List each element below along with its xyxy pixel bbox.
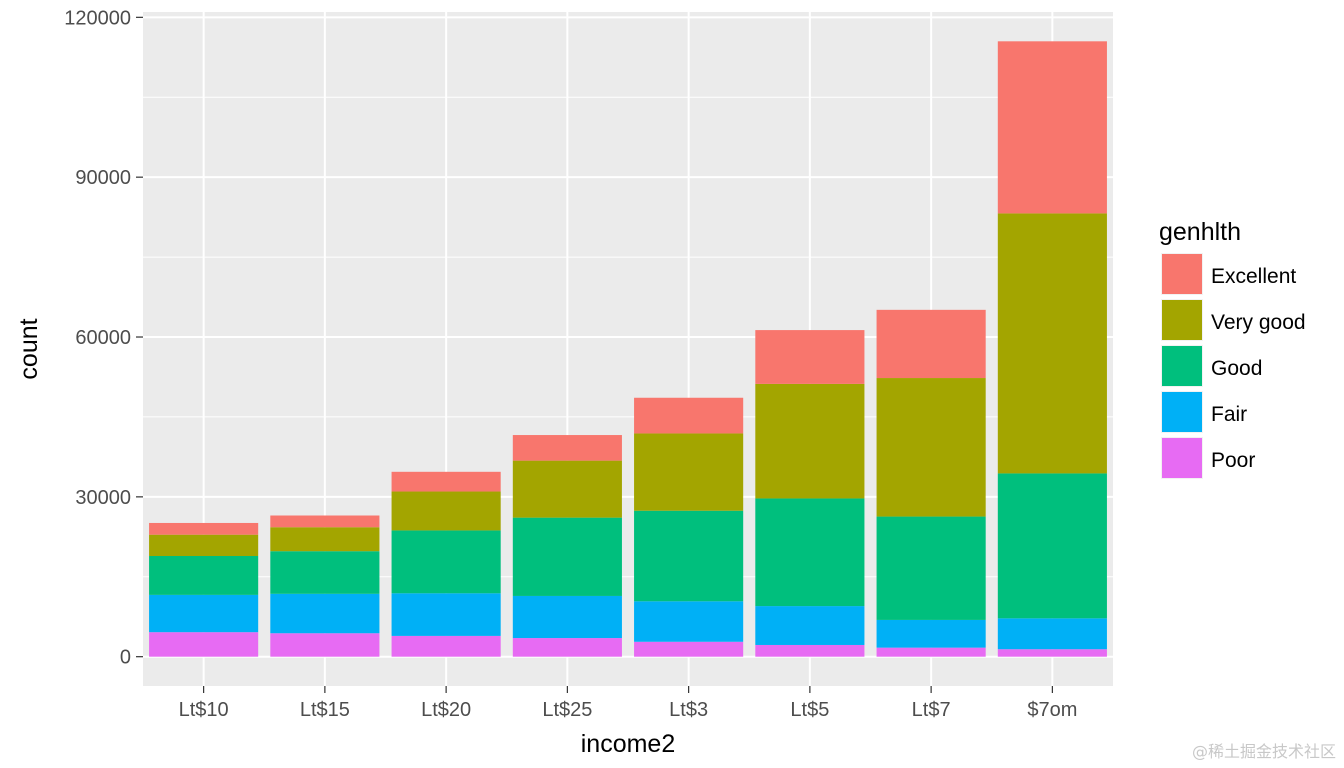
x-axis: Lt$10 Lt$15 Lt$20 Lt$25 Lt$3 Lt$5 Lt$7 $7om [179, 686, 1077, 721]
legend-key [1162, 392, 1202, 432]
bar-segment [876, 309, 986, 379]
legend-key [1162, 300, 1202, 340]
x-tick-label: Lt$3 [669, 699, 708, 721]
bar-segment [634, 397, 744, 434]
bar-segment [634, 641, 744, 657]
bar-segment [876, 619, 986, 648]
x-axis-title: income2 [581, 730, 676, 758]
legend-label: Poor [1211, 449, 1255, 472]
bar-segment [149, 522, 259, 535]
bar-segment [997, 213, 1107, 474]
y-axis-title: count [15, 318, 43, 379]
bar-segment [391, 530, 501, 594]
bar-segment [270, 633, 380, 657]
bar-segment [512, 460, 622, 518]
y-tick-label: 120000 [64, 7, 131, 29]
x-tick-label: Lt$7 [912, 699, 951, 721]
bar-segment [149, 632, 259, 657]
bar-segment [512, 435, 622, 461]
legend: genhlth Excellent Very good Good Fair Poor [1159, 218, 1306, 479]
bar-segment [755, 644, 865, 657]
bar-segment [149, 594, 259, 633]
x-tick-label: Lt$5 [790, 699, 829, 721]
bar-segment [391, 491, 501, 531]
bar-segment [270, 527, 380, 552]
legend-key [1162, 438, 1202, 478]
bar-segment [391, 635, 501, 657]
bar-segment [270, 515, 380, 528]
bar-segment [270, 593, 380, 634]
y-tick-label: 0 [120, 647, 131, 669]
legend-label: Excellent [1211, 265, 1296, 288]
legend-key [1162, 346, 1202, 386]
bar-segment [149, 555, 259, 595]
bar-segment [512, 517, 622, 596]
bar-segment [755, 383, 865, 499]
bar-segment [997, 649, 1107, 657]
bars [149, 41, 1107, 657]
legend-label: Good [1211, 357, 1262, 380]
y-tick-label: 90000 [75, 167, 131, 189]
bar-segment [997, 618, 1107, 650]
y-axis: 0 30000 60000 90000 120000 [64, 7, 143, 669]
bar-segment [755, 330, 865, 384]
legend-label: Very good [1211, 311, 1306, 334]
x-tick-label: Lt$25 [542, 699, 592, 721]
x-tick-label: Lt$15 [300, 699, 350, 721]
bar-segment [512, 638, 622, 657]
bar-segment [876, 516, 986, 620]
bar-segment [512, 595, 622, 639]
bar-segment [997, 473, 1107, 619]
bar-segment [755, 498, 865, 607]
y-tick-label: 30000 [75, 487, 131, 509]
x-tick-label: Lt$20 [421, 699, 471, 721]
bar-segment [755, 606, 865, 645]
bar-segment [391, 593, 501, 636]
legend-title: genhlth [1159, 218, 1241, 246]
watermark-text: @稀土掘金技术社区 [1191, 742, 1336, 761]
x-tick-label: $7om [1027, 699, 1077, 721]
legend-label: Fair [1211, 403, 1247, 426]
bar-segment [391, 471, 501, 492]
bar-segment [270, 551, 380, 594]
bar-segment [876, 647, 986, 657]
bar-segment [997, 41, 1107, 214]
x-tick-label: Lt$10 [179, 699, 229, 721]
bar-segment [634, 601, 744, 642]
legend-key [1162, 254, 1202, 294]
bar-segment [876, 378, 986, 517]
bar-segment [149, 534, 259, 556]
y-tick-label: 60000 [75, 327, 131, 349]
bar-segment [634, 510, 744, 602]
bar-segment [634, 433, 744, 511]
